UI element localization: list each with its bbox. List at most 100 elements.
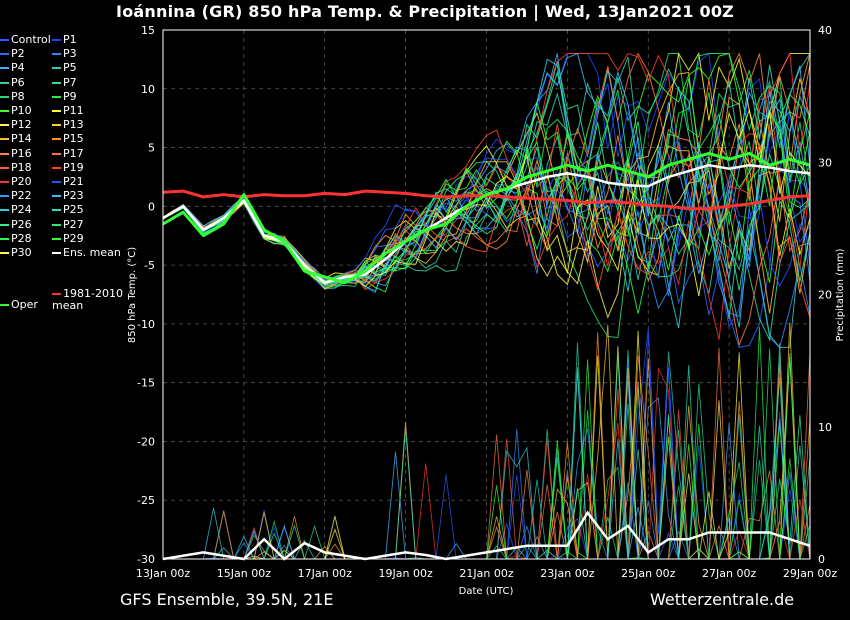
legend-item: P8: [0, 90, 25, 103]
legend-swatch: [52, 237, 61, 240]
series-line-oper: [162, 151, 811, 285]
legend-swatch: [52, 39, 61, 41]
x-tick-label: 13Jan 00z: [136, 567, 190, 580]
legend-swatch: [0, 124, 9, 127]
legend-swatch: [52, 138, 61, 141]
legend-swatch: [52, 252, 61, 254]
legend-item: P18: [0, 160, 32, 174]
legend-swatch: [0, 209, 9, 212]
x-tick-label: 27Jan 00z: [702, 567, 756, 580]
legend-label: P10: [11, 104, 32, 117]
precip-line-ens-mean: [162, 510, 811, 561]
y-tick-label: -5: [144, 259, 155, 272]
legend-swatch: [0, 237, 9, 240]
legend-item: P10: [0, 105, 32, 117]
legend-label: P27: [63, 217, 84, 231]
legend-swatch: [0, 138, 9, 141]
y-tick-label: 10: [141, 83, 155, 96]
y-tick-label: 15: [141, 24, 155, 37]
legend-label: 1981-2010 mean: [52, 287, 123, 312]
legend-item: P13: [52, 119, 84, 131]
legend-item-oper: Oper: [0, 299, 38, 311]
legend-label: P28: [11, 231, 32, 245]
legend-item: P20: [0, 176, 32, 188]
legend-item: P16: [0, 147, 32, 160]
legend-item: P24: [0, 204, 32, 216]
legend-label: P14: [11, 132, 32, 146]
legend-label: P4: [11, 61, 25, 75]
legend-item: Control: [0, 34, 51, 46]
member-temp-line: [162, 108, 811, 297]
legend-swatch: [52, 53, 61, 56]
x-tick-label: 25Jan 00z: [621, 567, 675, 580]
chart-title: Ioánnina (GR) 850 hPa Temp. & Precipitat…: [116, 2, 734, 21]
legend-item: P1: [52, 34, 77, 46]
legend-label: Oper: [11, 298, 38, 311]
legend-item-climate: 1981-2010 mean: [52, 288, 124, 312]
legend-swatch: [0, 304, 9, 306]
legend-swatch: [52, 166, 61, 169]
legend-label: P23: [63, 189, 84, 203]
legend-label: P30: [11, 246, 32, 259]
legend-swatch: [52, 110, 61, 112]
legend-swatch: [52, 67, 61, 70]
y-tick-label: 0: [148, 200, 155, 213]
legend-swatch: [0, 95, 9, 98]
legend-swatch: [0, 223, 9, 226]
legend-item: P3: [52, 48, 77, 60]
legend-label: P3: [63, 47, 77, 61]
member-precip-line: [163, 330, 810, 560]
legend-item: P28: [0, 231, 32, 245]
legend-label: P9: [63, 89, 77, 103]
x-tick-label: 23Jan 00z: [540, 567, 594, 580]
legend-item: P7: [52, 76, 77, 89]
highlighted-series: [162, 151, 811, 561]
legend-item: P17: [52, 147, 84, 160]
x-tick-label: 29Jan 00z: [783, 567, 837, 580]
legend-swatch: [52, 95, 61, 98]
legend-item: P5: [52, 62, 77, 74]
legend-item: P27: [52, 217, 84, 231]
legend-label: P11: [63, 104, 84, 117]
y-tick-label: 5: [148, 142, 155, 155]
legend-swatch: [52, 81, 61, 84]
y-tick-label: -20: [137, 435, 155, 448]
y-tick-label: -25: [137, 494, 155, 507]
y-tick-label: -30: [137, 553, 155, 566]
legend-item: P19: [52, 160, 84, 174]
x-axis-label: Date (UTC): [459, 586, 514, 597]
legend-label: P22: [11, 189, 32, 203]
legend-swatch: [0, 110, 9, 112]
y-axis-label: 850 hPa Temp. (°C): [127, 247, 138, 343]
legend-swatch: [0, 195, 9, 198]
source-credit: Wetterzentrale.de: [650, 590, 795, 609]
legend-label: P24: [11, 203, 32, 217]
legend-label: P26: [11, 217, 32, 231]
legend-label: P13: [63, 118, 84, 132]
legend-label: P5: [63, 61, 77, 75]
legend-swatch: [0, 252, 9, 254]
legend-label: P29: [63, 231, 84, 245]
legend-label: P21: [63, 175, 84, 188]
legend-label: P19: [63, 160, 84, 174]
member-precip-line: [163, 328, 810, 560]
legend-swatch: [52, 195, 61, 198]
legend-label: P12: [11, 118, 32, 132]
legend-label: P6: [11, 75, 25, 89]
legend-label: P1: [63, 33, 77, 46]
legend-swatch: [52, 152, 61, 155]
legend-label: P20: [11, 175, 32, 188]
legend-label: P18: [11, 160, 32, 174]
legend-swatch: [0, 53, 9, 56]
legend-swatch: [52, 181, 61, 183]
legend-item: P29: [52, 231, 84, 245]
y2-tick-label: 10: [818, 421, 832, 434]
x-tick-label: 19Jan 00z: [379, 567, 433, 580]
legend-swatch: [0, 152, 9, 155]
y2-tick-label: 40: [818, 24, 832, 37]
legend-item: P12: [0, 119, 32, 131]
x-tick-label: 17Jan 00z: [298, 567, 352, 580]
legend-swatch: [52, 209, 61, 212]
legend-item: P9: [52, 89, 77, 103]
